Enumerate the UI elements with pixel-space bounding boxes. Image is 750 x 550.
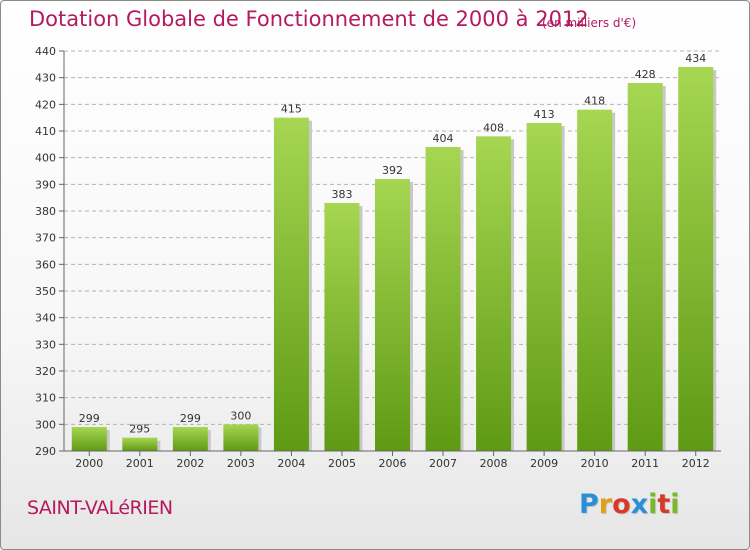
bar-value-label: 299	[180, 412, 201, 425]
x-tick-label: 2006	[379, 457, 407, 470]
x-tick-label: 2012	[682, 457, 710, 470]
y-tick-label: 360	[35, 258, 56, 271]
y-tick-label: 290	[35, 445, 56, 458]
x-tick-label: 2004	[277, 457, 305, 470]
x-tick-label: 2000	[75, 457, 103, 470]
bars	[71, 67, 717, 452]
y-tick-label: 440	[35, 45, 56, 58]
logo-letter: o	[612, 489, 631, 520]
bar-value-label: 295	[129, 423, 150, 436]
chart-unit-label: (en milliers d'€)	[542, 16, 637, 30]
logo-letter: t	[657, 489, 671, 520]
bar-value-label: 408	[483, 121, 504, 134]
axes: 290 300 310 320 330 340 350 360 370 380 390 400 410 4…	[35, 45, 721, 470]
y-tick-label: 380	[35, 205, 56, 218]
bar-value-label: 383	[331, 188, 352, 201]
bar-value-label: 300	[230, 409, 251, 422]
bar	[172, 427, 208, 451]
y-tick-label: 340	[35, 312, 56, 325]
y-tick-label: 300	[35, 418, 56, 431]
bar-value-label: 404	[433, 132, 454, 145]
bar	[71, 427, 107, 451]
logo-letter: P	[579, 489, 599, 520]
bar	[577, 109, 613, 452]
x-tick-label: 2011	[631, 457, 659, 470]
y-tick-label: 370	[35, 232, 56, 245]
y-tick-label: 420	[35, 98, 56, 111]
x-tick-label: 2001	[126, 457, 154, 470]
y-tick-label: 400	[35, 152, 56, 165]
bar	[375, 179, 410, 451]
y-tick-label: 390	[35, 178, 56, 191]
bar-value-label: 415	[281, 103, 302, 116]
bar	[678, 67, 714, 451]
x-tick-label: 2005	[328, 457, 356, 470]
bar	[425, 147, 461, 451]
logo-letter: i	[648, 489, 658, 520]
bar	[273, 117, 309, 452]
bar	[526, 123, 562, 451]
bar-value-label: 392	[382, 164, 403, 177]
bar	[627, 83, 663, 451]
y-tick-label: 330	[35, 338, 56, 351]
commune-name: SAINT-VALéRIEN	[27, 497, 173, 519]
x-tick-label: 2010	[581, 457, 609, 470]
x-tick-label: 2007	[429, 457, 457, 470]
x-tick-label: 2003	[227, 457, 255, 470]
x-tick-label: 2009	[530, 457, 558, 470]
bar	[476, 136, 512, 452]
logo-letter: x	[630, 489, 649, 520]
bar-value-label: 418	[584, 95, 605, 108]
y-tick-label: 430	[35, 72, 56, 85]
y-tick-label: 320	[35, 365, 56, 378]
logo-letter: i	[670, 489, 680, 520]
bar-value-label: 299	[79, 412, 100, 425]
logo-letter: r	[598, 489, 613, 520]
bar-value-label: 428	[635, 68, 656, 81]
value-labels: 299 295 299 300 415 383 392 404 408 413 418 428 434	[79, 52, 706, 436]
proxiti-logo: Proxiti	[579, 489, 680, 520]
x-tick-label: 2008	[480, 457, 508, 470]
bar	[324, 203, 360, 451]
bar	[122, 437, 158, 451]
chart-title: Dotation Globale de Fonctionnement de 20…	[29, 7, 589, 31]
bar-value-label: 434	[685, 52, 706, 65]
y-tick-label: 350	[35, 285, 56, 298]
y-tick-label: 310	[35, 392, 56, 405]
x-tick-label: 2002	[176, 457, 204, 470]
bar-value-label: 413	[534, 108, 555, 121]
y-tick-label: 410	[35, 125, 56, 138]
bar	[223, 424, 259, 451]
